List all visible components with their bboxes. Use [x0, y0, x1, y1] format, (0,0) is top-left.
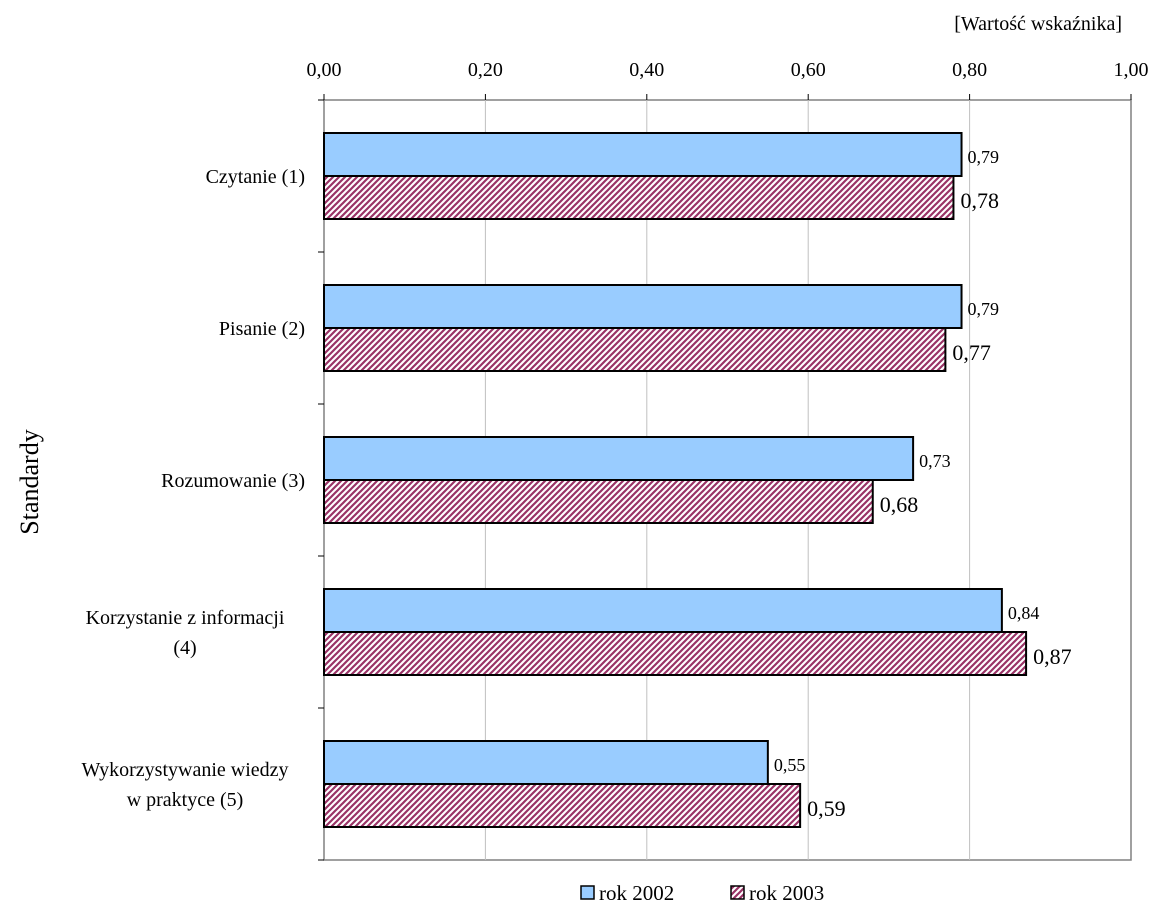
category-label: (4): [173, 637, 196, 659]
x-tick-label: 0,80: [952, 59, 987, 81]
data-label-2003: 0,59: [807, 796, 846, 821]
category-label: Czytanie (1): [206, 166, 305, 188]
x-tick-label: 0,60: [791, 59, 826, 81]
x-axis-unit-label: [Wartość wskaźnika]: [954, 13, 1122, 35]
x-tick-label: 0,00: [307, 59, 342, 81]
data-label-2002: 0,84: [1008, 603, 1040, 623]
bar-2003: [323, 783, 802, 828]
x-tick-label: 0,20: [468, 59, 503, 81]
bar-2002: [323, 436, 915, 481]
category-label: Rozumowanie (3): [161, 470, 305, 492]
legend: rok 2002 rok 2003: [580, 881, 824, 905]
bar-2003: [323, 175, 955, 220]
x-axis: 0,00 0,20 0,40 0,60 0,80 1,00: [307, 59, 1149, 100]
bar-2003: [323, 479, 874, 524]
data-label-2003: 0,87: [1033, 644, 1072, 669]
data-label-2003: 0,78: [960, 188, 999, 213]
category-label: Wykorzystywanie wiedzy: [81, 759, 288, 781]
data-label-2002: 0,79: [968, 147, 1000, 167]
legend-label-2002: rok 2002: [599, 881, 674, 905]
bar-2002: [323, 740, 769, 785]
bar-2003: [323, 327, 947, 372]
y-axis: Czytanie (1) Pisanie (2) Rozumowanie (3) Ko…: [81, 99, 324, 861]
bar-2003: [323, 631, 1028, 676]
data-label-2002: 0,55: [774, 755, 806, 775]
data-label-2002: 0,79: [968, 299, 1000, 319]
bar-2002: [323, 588, 1003, 633]
bars: 0,79 0,78 0,79 0,77 0,73 0,68 0,84 0,87 0,55 0,59: [323, 132, 1072, 828]
bar-2002: [323, 284, 963, 329]
x-tick-label: 1,00: [1114, 59, 1149, 81]
y-axis-title: Standardy: [15, 429, 44, 534]
x-tick-label: 0,40: [629, 59, 664, 81]
legend-label-2003: rok 2003: [749, 881, 824, 905]
data-label-2002: 0,73: [919, 451, 951, 471]
category-label: Pisanie (2): [219, 318, 305, 340]
legend-swatch-2002: [580, 885, 595, 900]
category-label: w praktyce (5): [127, 789, 244, 811]
bar-2002: [323, 132, 963, 177]
legend-swatch-2003: [730, 885, 745, 900]
data-label-2003: 0,77: [952, 340, 991, 365]
category-label: Korzystanie z informacji: [86, 607, 285, 629]
data-label-2003: 0,68: [880, 492, 919, 517]
